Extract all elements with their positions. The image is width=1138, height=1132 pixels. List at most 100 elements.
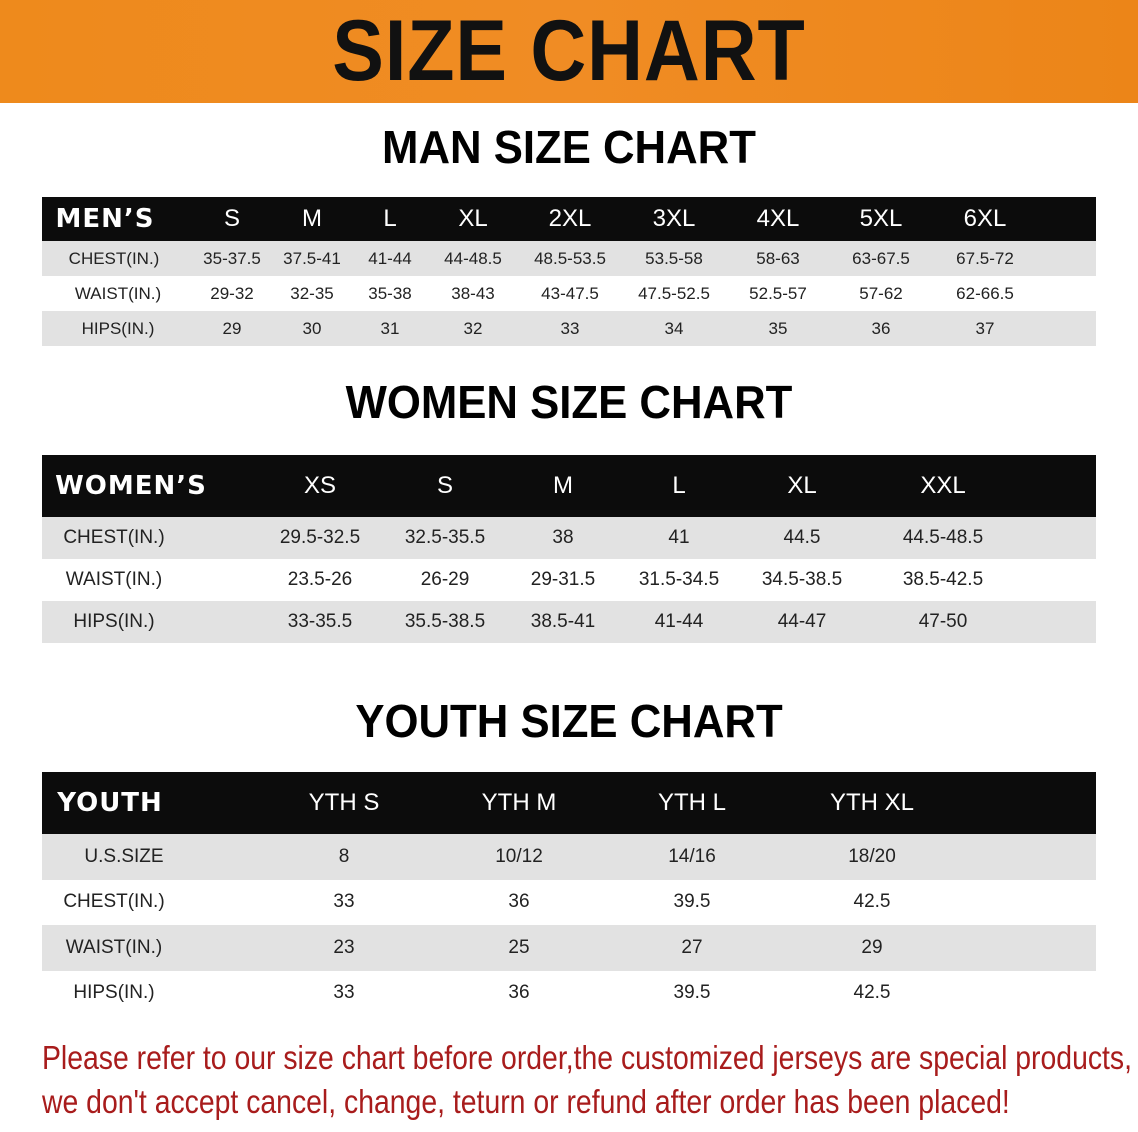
- size-column-header: 6XL: [963, 205, 1007, 232]
- size-column-header: XL: [458, 205, 488, 232]
- table-cell: 32: [463, 318, 483, 338]
- size-column-header: XXL: [920, 472, 966, 499]
- youth-size-table: YOUTH YTH S YTH M YTH L YTH XL U.S.SIZE 8 10/12…: [42, 772, 1096, 1016]
- table-cell: 33: [333, 891, 355, 913]
- table-row: WAIST(IN.) 23 25 27 29: [42, 925, 1096, 971]
- table-cell: 38: [552, 527, 574, 548]
- table-cell: 36: [508, 891, 530, 913]
- table-cell: 34.5-38.5: [761, 569, 843, 590]
- table-cell: 14/16: [668, 845, 716, 867]
- size-column-header: XL: [787, 472, 817, 499]
- banner-title: SIZE CHART: [332, 3, 806, 99]
- table-cell: 41: [668, 527, 690, 548]
- table-cell: 57-62: [859, 283, 903, 303]
- table-cell: 35.5-38.5: [404, 611, 486, 632]
- size-column-header: YTH S: [308, 789, 380, 816]
- table-row: U.S.SIZE 8 10/12 14/16 18/20: [42, 834, 1096, 880]
- men-size-table: MEN’S S M L XL 2XL 3XL 4XL 5XL 6XL CHEST(IN.) 35-37…: [42, 197, 1096, 346]
- table-cell: 29-32: [210, 283, 254, 303]
- table-cell: 62-66.5: [956, 283, 1014, 303]
- size-column-header: S: [223, 205, 241, 232]
- table-cell: 27: [681, 936, 703, 958]
- table-cell: 44-47: [777, 611, 827, 632]
- men-section-title: MAN SIZE CHART: [382, 121, 756, 173]
- banner: SIZE CHART: [0, 0, 1138, 103]
- table-cell: 32.5-35.5: [404, 527, 486, 548]
- table-cell: 44.5: [783, 527, 821, 548]
- row-label: WAIST(IN.): [65, 936, 163, 958]
- size-column-header: L: [672, 472, 686, 499]
- youth-header-row: YOUTH YTH S YTH M YTH L YTH XL: [42, 772, 1096, 834]
- row-label: CHEST(IN.): [63, 527, 165, 548]
- row-label: HIPS(IN.): [73, 982, 155, 1004]
- table-row: CHEST(IN.) 35-37.5 37.5-41 41-44 44-48.5 48.5…: [42, 241, 1096, 276]
- table-cell: 42.5: [853, 982, 891, 1004]
- table-cell: 43-47.5: [541, 283, 599, 303]
- table-cell: 38.5-42.5: [902, 569, 984, 590]
- table-cell: 36: [871, 318, 891, 338]
- row-label: CHEST(IN.): [68, 248, 160, 268]
- size-column-header: YTH XL: [829, 789, 915, 816]
- table-cell: 39.5: [673, 891, 711, 913]
- table-cell: 34: [664, 318, 684, 338]
- row-label: CHEST(IN.): [63, 891, 165, 913]
- table-cell: 38-43: [451, 283, 495, 303]
- table-cell: 29-31.5: [530, 569, 596, 590]
- row-label: WAIST(IN.): [74, 283, 162, 303]
- table-cell: 44.5-48.5: [902, 527, 984, 548]
- footer-line-1: Please refer to our size chart before or…: [42, 1039, 1133, 1076]
- men-table-label: MEN’S: [55, 204, 155, 234]
- table-cell: 33-35.5: [287, 611, 353, 632]
- table-cell: 39.5: [673, 982, 711, 1004]
- size-column-header: YTH L: [657, 789, 727, 816]
- table-row: CHEST(IN.) 33 36 39.5 42.5: [42, 880, 1096, 926]
- youth-table-label: YOUTH: [57, 788, 163, 818]
- table-cell: 18/20: [848, 845, 896, 867]
- table-cell: 29: [222, 318, 242, 338]
- table-cell: 10/12: [495, 845, 543, 867]
- table-row: CHEST(IN.) 29.5-32.5 32.5-35.5 38 41 44.5 44.5…: [42, 517, 1096, 559]
- size-column-header: 4XL: [756, 205, 800, 232]
- table-cell: 52.5-57: [749, 283, 807, 303]
- table-cell: 44-48.5: [444, 248, 502, 268]
- table-row: HIPS(IN.) 29 30 31 32 33 34 35 36 37: [42, 311, 1096, 346]
- table-cell: 35-37.5: [203, 248, 261, 268]
- table-cell: 33: [333, 982, 355, 1004]
- size-column-header: S: [436, 472, 454, 499]
- table-cell: 48.5-53.5: [534, 248, 606, 268]
- size-column-header: M: [302, 205, 322, 232]
- table-cell: 35: [768, 318, 788, 338]
- size-column-header: YTH M: [481, 789, 557, 816]
- row-label: U.S.SIZE: [84, 845, 164, 867]
- size-column-header: L: [383, 205, 397, 232]
- table-cell: 32-35: [290, 283, 334, 303]
- table-row: HIPS(IN.) 33 36 39.5 42.5: [42, 971, 1096, 1017]
- table-cell: 63-67.5: [852, 248, 910, 268]
- size-column-header: XS: [303, 472, 337, 499]
- row-label: HIPS(IN.): [73, 611, 155, 632]
- table-cell: 58-63: [756, 248, 800, 268]
- women-header-row: WOMEN’S XS S M L XL XXL: [42, 455, 1096, 517]
- youth-section-title: YOUTH SIZE CHART: [355, 695, 783, 747]
- table-cell: 8: [338, 845, 350, 867]
- table-cell: 29.5-32.5: [279, 527, 361, 548]
- table-cell: 42.5: [853, 891, 891, 913]
- table-cell: 41-44: [654, 611, 704, 632]
- table-cell: 33: [560, 318, 580, 338]
- footer-line-2: we don't accept cancel, change, teturn o…: [42, 1083, 1010, 1120]
- table-cell: 35-38: [368, 283, 412, 303]
- table-row: HIPS(IN.) 33-35.5 35.5-38.5 38.5-41 41-44 44-…: [42, 601, 1096, 643]
- table-cell: 41-44: [368, 248, 412, 268]
- footer-notice: Please refer to our size chart before or…: [42, 1036, 1133, 1124]
- size-column-header: 5XL: [859, 205, 903, 232]
- table-cell: 37.5-41: [283, 248, 341, 268]
- table-cell: 31: [380, 318, 400, 338]
- table-row: WAIST(IN.) 23.5-26 26-29 29-31.5 31.5-34.5 34…: [42, 559, 1096, 601]
- table-cell: 23.5-26: [287, 569, 353, 590]
- table-cell: 36: [508, 982, 530, 1004]
- size-column-header: 2XL: [548, 205, 592, 232]
- table-cell: 67.5-72: [956, 248, 1014, 268]
- table-cell: 38.5-41: [530, 611, 596, 632]
- table-row: WAIST(IN.) 29-32 32-35 35-38 38-43 43-47.5 47.…: [42, 276, 1096, 311]
- table-cell: 31.5-34.5: [638, 569, 720, 590]
